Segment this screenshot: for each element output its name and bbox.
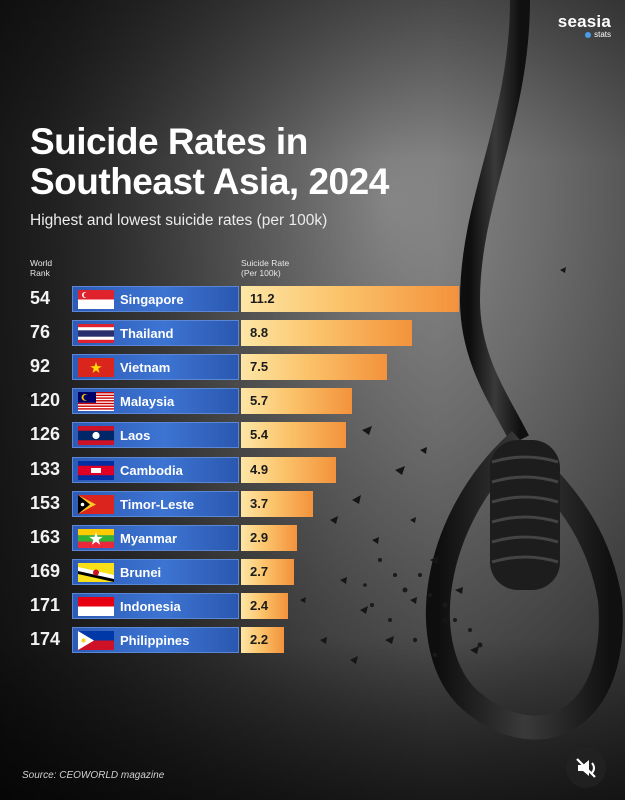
country-label-panel: Timor-Leste xyxy=(72,490,239,517)
country-label: Timor-Leste xyxy=(120,496,195,512)
bar-row: 171 Indonesia 2.4 xyxy=(0,592,470,619)
country-label: Singapore xyxy=(120,292,184,307)
country-label: Cambodia xyxy=(120,462,183,478)
country-label: Malaysia xyxy=(120,394,175,410)
world-rank-label: 133 xyxy=(30,458,61,479)
rate-value-label: 7.5 xyxy=(250,359,269,375)
country-label: Myanmar xyxy=(120,530,178,546)
cambodia-flag-icon xyxy=(78,460,114,480)
page-subtitle: Highest and lowest suicide rates (per 10… xyxy=(30,212,328,229)
rate-bar: 2.2 xyxy=(241,627,284,653)
rate-value-label: 5.4 xyxy=(250,427,269,443)
rate-bar: 2.9 xyxy=(241,524,298,551)
bar-row: 169 Brunei 2.7 xyxy=(0,558,470,585)
brand-sub-label: stats xyxy=(594,30,611,39)
vietnam-flag-icon xyxy=(78,358,114,378)
bar-row: 174 Philippines 2.2 xyxy=(0,627,470,653)
bar-row: 54 Singapore 11.2 xyxy=(0,286,470,312)
rate-bar: 4.9 xyxy=(241,456,337,483)
rate-value-label: 2.4 xyxy=(250,597,269,613)
country-label: Philippines xyxy=(120,633,190,648)
bar-row: 153 Timor-Leste 3.7 xyxy=(0,490,470,517)
rate-value-label: 8.8 xyxy=(250,325,269,341)
bar-row: 120 Malaysia 5.7 xyxy=(0,388,470,415)
country-label: Brunei xyxy=(120,564,162,580)
bar-row: 126 Laos 5.4 xyxy=(0,422,470,449)
laos-flag-icon xyxy=(78,426,114,446)
bar-row: 133 Cambodia 4.9 xyxy=(0,456,470,483)
country-label-panel: Laos xyxy=(72,422,239,449)
rate-value-label: 5.7 xyxy=(250,393,269,409)
country-label-panel: Brunei xyxy=(72,558,239,585)
rate-value-label: 2.9 xyxy=(250,529,269,545)
brand-name: seasia xyxy=(557,12,611,31)
world-rank-label: 163 xyxy=(30,526,61,547)
rate-bar: 2.7 xyxy=(241,558,294,585)
world-rank-label: 174 xyxy=(30,629,61,649)
brand-sub: stats xyxy=(558,30,611,39)
bar-row: 76 Thailand 8.8 xyxy=(0,320,470,347)
world-rank-label: 126 xyxy=(30,424,61,445)
mute-icon xyxy=(576,758,596,778)
brunei-flag-icon xyxy=(78,562,114,582)
world-rank-header-line-2: Rank xyxy=(30,268,50,278)
country-label: Laos xyxy=(120,428,151,444)
bar-row: 92 Vietnam 7.5 xyxy=(0,354,470,381)
thailand-flag-icon xyxy=(78,324,114,344)
rate-value-label: 2.7 xyxy=(250,563,269,579)
country-label-panel: Malaysia xyxy=(72,388,239,415)
rate-bar: 5.7 xyxy=(241,388,352,415)
singapore-flag-icon xyxy=(78,290,114,309)
country-label-panel: Vietnam xyxy=(72,354,239,381)
title-line-2: Southeast Asia, 2024 xyxy=(30,161,389,202)
country-label-panel: Thailand xyxy=(72,320,239,347)
world-rank-label: 120 xyxy=(30,390,61,411)
world-rank-header: World Rank xyxy=(30,258,52,278)
country-label-panel: Cambodia xyxy=(72,456,239,483)
source-note: Source: CEOWORLD magazine xyxy=(22,770,165,781)
world-rank-label: 169 xyxy=(30,560,61,581)
rate-value-label: 2.2 xyxy=(250,632,269,647)
world-rank-header-line-1: World xyxy=(30,258,53,268)
country-label-panel: Singapore xyxy=(72,286,239,312)
country-label-panel: Myanmar xyxy=(72,524,239,551)
brand-logo: seasia stats xyxy=(558,12,611,39)
rate-value-label: 3.7 xyxy=(250,495,269,511)
philippines-flag-icon xyxy=(78,631,114,650)
rate-bar: 11.2 xyxy=(241,286,459,312)
rate-value-label: 4.9 xyxy=(250,461,269,477)
rate-value-label: 11.2 xyxy=(250,291,275,306)
world-rank-label: 54 xyxy=(30,288,51,308)
country-label: Indonesia xyxy=(120,598,181,614)
world-rank-label: 92 xyxy=(30,356,51,377)
country-label-panel: Philippines xyxy=(72,627,239,653)
rate-bar: 3.7 xyxy=(241,490,314,517)
country-label: Thailand xyxy=(120,326,174,342)
title-line-1: Suicide Rates in xyxy=(30,121,308,162)
malaysia-flag-icon xyxy=(78,392,114,412)
mute-button[interactable] xyxy=(566,748,606,788)
world-rank-label: 76 xyxy=(30,322,51,343)
myanmar-flag-icon xyxy=(78,528,114,548)
rate-bar: 5.4 xyxy=(241,422,347,449)
brand-dot-icon xyxy=(585,31,592,38)
timor-leste-flag-icon xyxy=(78,494,114,514)
suicide-rate-header-line-2: (Per 100k) xyxy=(241,268,281,278)
country-label: Vietnam xyxy=(120,360,171,376)
suicide-rate-header: Suicide Rate (Per 100k) xyxy=(241,258,289,278)
bar-row: 163 Myanmar 2.9 xyxy=(0,524,470,551)
world-rank-label: 171 xyxy=(30,594,61,615)
page-title: Suicide Rates in Southeast Asia, 2024 xyxy=(30,122,470,202)
suicide-rate-header-line-1: Suicide Rate xyxy=(241,258,290,268)
country-label-panel: Indonesia xyxy=(72,592,239,619)
indonesia-flag-icon xyxy=(78,596,114,616)
rate-bar: 7.5 xyxy=(241,354,387,381)
rate-bar: 2.4 xyxy=(241,592,288,619)
rate-bar: 8.8 xyxy=(241,320,413,347)
world-rank-label: 153 xyxy=(30,492,61,513)
